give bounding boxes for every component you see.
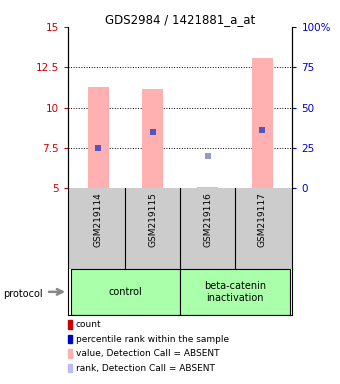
Bar xyxy=(142,89,163,188)
Text: protocol: protocol xyxy=(3,289,43,299)
Text: GSM219114: GSM219114 xyxy=(94,192,103,247)
Text: GSM219116: GSM219116 xyxy=(203,192,212,247)
Bar xyxy=(252,58,273,188)
Text: percentile rank within the sample: percentile rank within the sample xyxy=(76,334,229,344)
Bar xyxy=(197,187,218,188)
Text: GSM219115: GSM219115 xyxy=(148,192,157,247)
Bar xyxy=(180,269,290,315)
Text: control: control xyxy=(108,287,142,297)
Text: beta-catenin
inactivation: beta-catenin inactivation xyxy=(204,281,266,303)
Text: count: count xyxy=(76,320,102,329)
Bar xyxy=(71,269,180,315)
Title: GDS2984 / 1421881_a_at: GDS2984 / 1421881_a_at xyxy=(105,13,255,26)
Text: rank, Detection Call = ABSENT: rank, Detection Call = ABSENT xyxy=(76,364,215,373)
Text: GSM219117: GSM219117 xyxy=(258,192,267,247)
Bar xyxy=(88,86,108,188)
Text: value, Detection Call = ABSENT: value, Detection Call = ABSENT xyxy=(76,349,219,358)
